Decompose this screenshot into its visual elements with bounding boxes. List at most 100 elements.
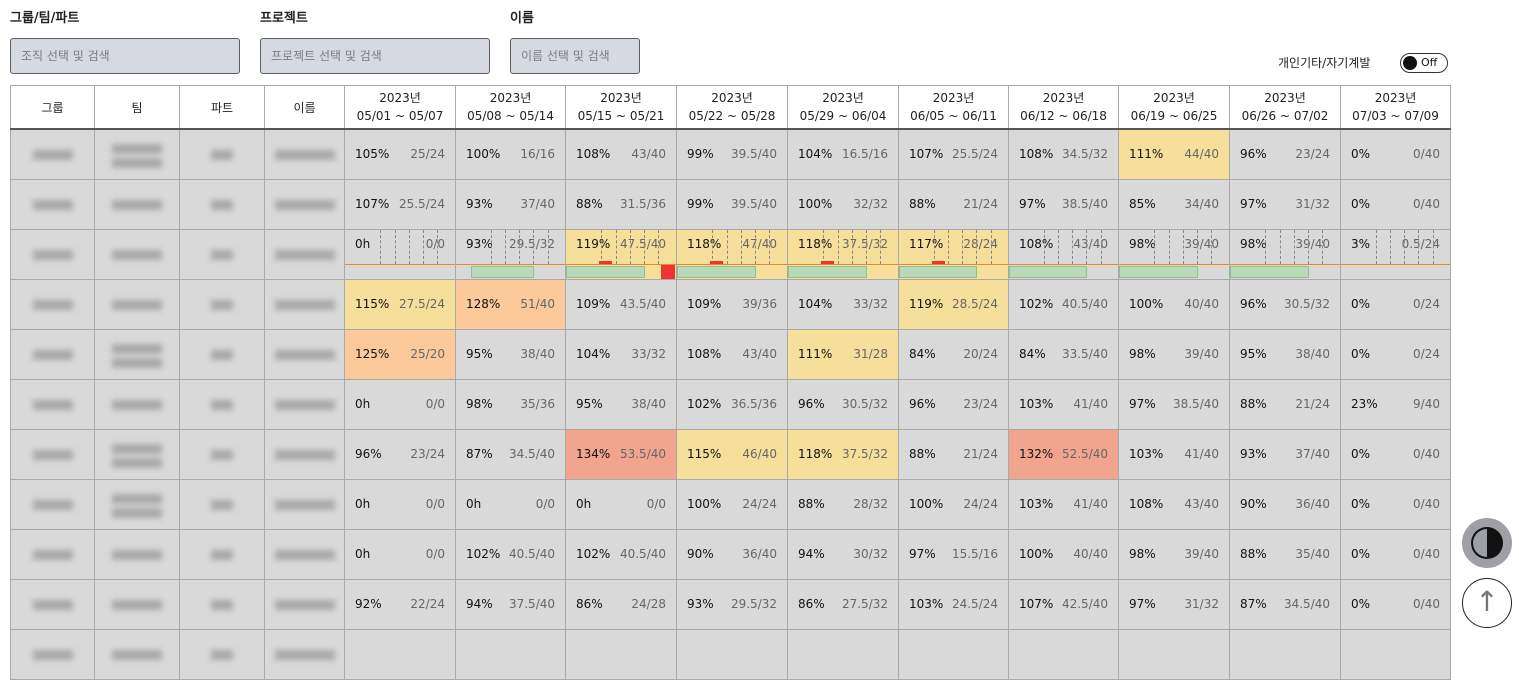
week-cell[interactable]: 87% 34.5/40 (1229, 578, 1341, 630)
week-cell[interactable]: 94% 30/32 (787, 528, 899, 580)
week-cell[interactable]: 100% 40/40 (1008, 528, 1119, 580)
week-cell[interactable]: 99% 39.5/40 (676, 178, 788, 230)
week-cell[interactable]: 96% 23/24 (898, 378, 1009, 430)
week-cell[interactable]: 95% 38/40 (565, 378, 677, 430)
week-cell[interactable]: 115% 46/40 (676, 428, 788, 480)
week-cell[interactable]: 88% 21/24 (898, 428, 1009, 480)
col-group-header[interactable]: 그룹 (10, 85, 95, 130)
week-cell[interactable]: 93% 37/40 (455, 178, 566, 230)
week-cell[interactable]: 99% 39.5/40 (676, 128, 788, 180)
week-cell[interactable]: 85% 34/40 (1118, 178, 1230, 230)
name-search-input[interactable] (510, 38, 640, 74)
week-cell[interactable]: 134% 53.5/40 (565, 428, 677, 480)
week-cell[interactable]: 100% 24/24 (676, 478, 788, 530)
week-cell[interactable]: 93% 29.5/32 (455, 228, 566, 280)
week-cell[interactable]: 96% 30.5/32 (1229, 278, 1341, 330)
week-cell[interactable]: 90% 36/40 (1229, 478, 1341, 530)
week-cell[interactable]: 0h 0/0 (344, 478, 456, 530)
week-cell[interactable]: 118% 37.5/32 (787, 228, 899, 280)
week-cell[interactable]: 93% 29.5/32 (676, 578, 788, 630)
project-search-input[interactable] (260, 38, 490, 74)
week-cell[interactable]: 87% 34.5/40 (455, 428, 566, 480)
week-cell[interactable]: 119% 47.5/40 (565, 228, 677, 280)
week-cell[interactable]: 0% 0/40 (1340, 178, 1451, 230)
col-name-header[interactable]: 이름 (264, 85, 345, 130)
week-cell[interactable]: 0% 0/40 (1340, 478, 1451, 530)
week-cell[interactable]: 100% 16/16 (455, 128, 566, 180)
week-cell[interactable]: 111% 31/28 (787, 328, 899, 380)
week-cell[interactable]: 125% 25/20 (344, 328, 456, 380)
table-row[interactable]: 115% 27.5/24 128% 51/40 109% 43.5/40 109% 39/36… (10, 278, 1451, 330)
week-cell[interactable]: 0% 0/40 (1340, 578, 1451, 630)
week-cell[interactable]: 3% 0.5/24 (1340, 228, 1451, 280)
week-cell[interactable]: 0% 0/40 (1340, 528, 1451, 580)
week-cell[interactable]: 108% 43/40 (1008, 228, 1119, 280)
week-cell[interactable]: 103% 41/40 (1118, 428, 1230, 480)
week-cell[interactable]: 100% 24/24 (898, 478, 1009, 530)
week-cell[interactable]: 96% 30.5/32 (787, 378, 899, 430)
week-cell[interactable]: 104% 33/32 (787, 278, 899, 330)
week-cell[interactable]: 108% 34.5/32 (1008, 128, 1119, 180)
week-cell[interactable]: 97% 38.5/40 (1008, 178, 1119, 230)
week-cell[interactable]: 102% 40.5/40 (1008, 278, 1119, 330)
week-cell[interactable]: 0h 0/0 (565, 478, 677, 530)
table-row[interactable]: 125% 25/20 95% 38/40 104% 33/32 108% 43/40 111% 3… (10, 328, 1451, 380)
week-cell[interactable]: 103% 41/40 (1008, 378, 1119, 430)
table-row[interactable]: 0h 0/0 102% 40.5/40 102% 40.5/40 90% 36/40 94% 30… (10, 528, 1451, 580)
week-cell[interactable]: 104% 33/32 (565, 328, 677, 380)
week-cell[interactable]: 111% 44/40 (1118, 128, 1230, 180)
week-cell[interactable]: 98% 35/36 (455, 378, 566, 430)
week-cell[interactable]: 108% 43/40 (1118, 478, 1230, 530)
week-cell[interactable]: 109% 39/36 (676, 278, 788, 330)
week-cell[interactable]: 104% 16.5/16 (787, 128, 899, 180)
week-cell[interactable]: 100% 32/32 (787, 178, 899, 230)
week-cell[interactable]: 98% 39/40 (1118, 328, 1230, 380)
table-row[interactable]: 96% 23/24 87% 34.5/40 134% 53.5/40 115% 46/40 11… (10, 428, 1451, 480)
week-cell[interactable]: 94% 37.5/40 (455, 578, 566, 630)
week-cell[interactable]: 0% 0/24 (1340, 328, 1451, 380)
week-cell[interactable]: 97% 31/32 (1118, 578, 1230, 630)
week-cell[interactable]: 93% 37/40 (1229, 428, 1341, 480)
week-cell[interactable]: 109% 43.5/40 (565, 278, 677, 330)
week-cell[interactable]: 23% 9/40 (1340, 378, 1451, 430)
week-cell[interactable]: 0h 0/0 (344, 378, 456, 430)
week-cell[interactable]: 0h 0/0 (344, 228, 456, 280)
week-cell[interactable]: 88% 21/24 (898, 178, 1009, 230)
week-cell[interactable]: 95% 38/40 (455, 328, 566, 380)
week-cell[interactable]: 117% 28/24 (898, 228, 1009, 280)
week-cell[interactable]: 97% 15.5/16 (898, 528, 1009, 580)
table-row[interactable]: 0h 0/0 0h 0/0 0h 0/0 100% 24/24 88% 28/32 100% 24/2… (10, 478, 1451, 530)
week-cell[interactable]: 0h 0/0 (344, 528, 456, 580)
table-row[interactable]: 0h 0/0 93% 29.5/32 119% 47.5/40 118% 47/40 118% 3… (10, 228, 1451, 280)
week-cell[interactable]: 103% 41/40 (1008, 478, 1119, 530)
table-row[interactable]: 92% 22/24 94% 37.5/40 86% 24/28 93% 29.5/32 86% 2… (10, 578, 1451, 630)
week-cell[interactable]: 103% 24.5/24 (898, 578, 1009, 630)
week-cell[interactable]: 96% 23/24 (344, 428, 456, 480)
week-cell[interactable]: 88% 28/32 (787, 478, 899, 530)
week-cell[interactable]: 102% 36.5/36 (676, 378, 788, 430)
table-row[interactable]: 0h 0/0 98% 35/36 95% 38/40 102% 36.5/36 96% 30.5/… (10, 378, 1451, 430)
week-cell[interactable]: 107% 25.5/24 (898, 128, 1009, 180)
scroll-top-button[interactable]: ↑ (1462, 578, 1512, 628)
week-cell[interactable]: 98% 39/40 (1118, 528, 1230, 580)
week-cell[interactable]: 100% 40/40 (1118, 278, 1230, 330)
week-cell[interactable]: 95% 38/40 (1229, 328, 1341, 380)
week-cell[interactable]: 105% 25/24 (344, 128, 456, 180)
table-row[interactable]: 107% 25.5/24 93% 37/40 88% 31.5/36 99% 39.5/40 1… (10, 178, 1451, 230)
week-cell[interactable]: 0% 0/24 (1340, 278, 1451, 330)
week-cell[interactable]: 115% 27.5/24 (344, 278, 456, 330)
week-cell[interactable]: 0h 0/0 (455, 478, 566, 530)
table-row[interactable]: 105% 25/24 100% 16/16 108% 43/40 99% 39.5/40 104… (10, 128, 1451, 180)
week-cell[interactable]: 102% 40.5/40 (455, 528, 566, 580)
week-cell[interactable]: 108% 43/40 (565, 128, 677, 180)
col-team-header[interactable]: 팀 (94, 85, 180, 130)
week-cell[interactable]: 118% 37.5/32 (787, 428, 899, 480)
week-cell[interactable]: 84% 20/24 (898, 328, 1009, 380)
week-cell[interactable]: 102% 40.5/40 (565, 528, 677, 580)
week-cell[interactable]: 84% 33.5/40 (1008, 328, 1119, 380)
week-cell[interactable]: 132% 52.5/40 (1008, 428, 1119, 480)
theme-toggle-button[interactable] (1462, 518, 1512, 568)
week-cell[interactable]: 107% 25.5/24 (344, 178, 456, 230)
week-cell[interactable]: 107% 42.5/40 (1008, 578, 1119, 630)
col-part-header[interactable]: 파트 (179, 85, 265, 130)
